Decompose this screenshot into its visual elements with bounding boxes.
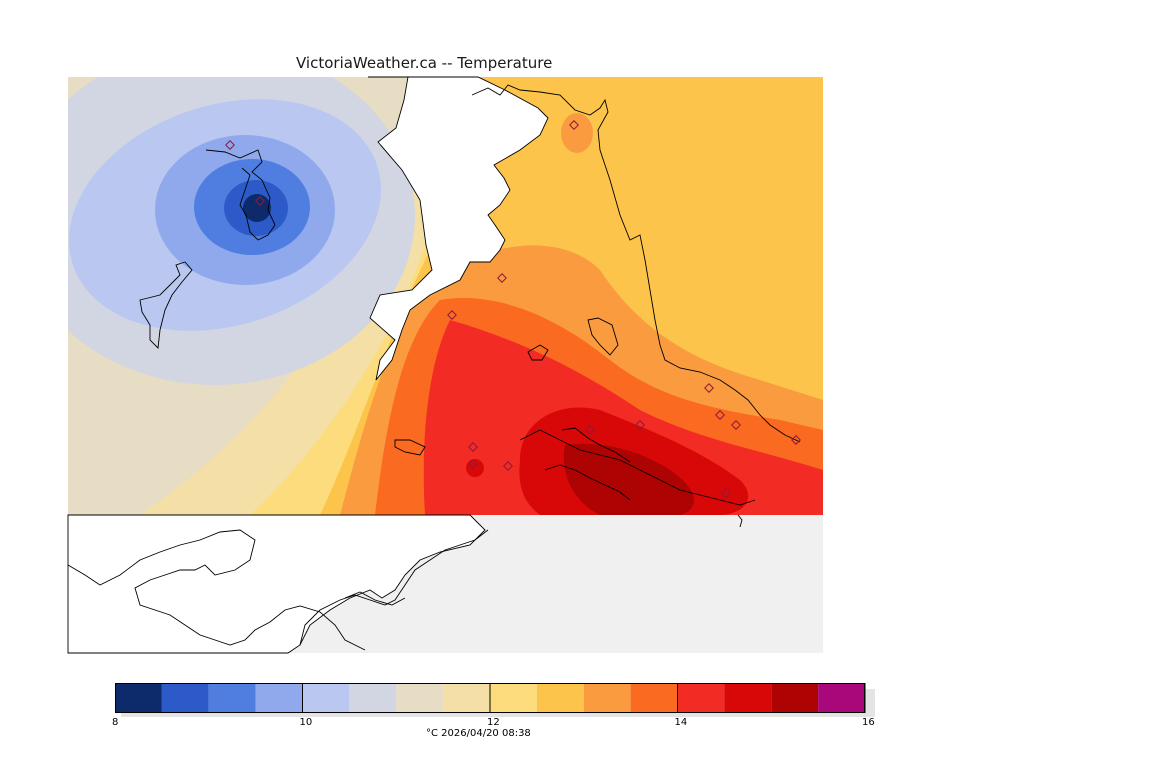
color-legend bbox=[115, 683, 875, 717]
map-title: VictoriaWeather.ca -- Temperature bbox=[296, 54, 553, 72]
legend-tick-label: 10 bbox=[299, 717, 313, 728]
station-markers bbox=[225, 120, 801, 498]
station-marker[interactable] bbox=[569, 120, 579, 130]
station-marker[interactable] bbox=[497, 273, 507, 283]
legend-swatch bbox=[208, 683, 256, 713]
station-marker[interactable] bbox=[715, 410, 725, 420]
legend-tick-label: 14 bbox=[674, 717, 688, 728]
legend-tick-label: 8 bbox=[112, 717, 119, 728]
legend-swatch bbox=[724, 683, 772, 713]
legend-swatch bbox=[349, 683, 397, 713]
station-marker[interactable] bbox=[255, 196, 265, 206]
station-marker[interactable] bbox=[721, 488, 731, 498]
station-marker[interactable] bbox=[791, 435, 801, 445]
legend-swatch bbox=[818, 683, 865, 713]
legend-swatch bbox=[677, 683, 725, 713]
station-marker[interactable] bbox=[503, 461, 513, 471]
legend-swatch bbox=[443, 683, 490, 713]
legend-swatch bbox=[396, 683, 444, 713]
station-marker[interactable] bbox=[704, 383, 714, 393]
legend-swatch bbox=[771, 683, 819, 713]
legend-swatch bbox=[302, 683, 350, 713]
legend-caption: °C 2026/04/20 08:38 bbox=[426, 728, 531, 739]
legend-swatch bbox=[255, 683, 303, 713]
station-marker[interactable] bbox=[731, 420, 741, 430]
legend-swatch bbox=[161, 683, 209, 713]
legend-swatch bbox=[490, 683, 537, 713]
legend-swatch bbox=[630, 683, 678, 713]
station-marker[interactable] bbox=[225, 140, 235, 150]
legend-swatch bbox=[115, 683, 162, 713]
water bbox=[67, 76, 549, 654]
legend-tick-label: 16 bbox=[862, 717, 875, 728]
station-marker[interactable] bbox=[447, 310, 457, 320]
coastline-north bbox=[139, 84, 801, 528]
legend-swatch bbox=[583, 683, 631, 713]
coastline-south bbox=[67, 529, 489, 651]
station-marker[interactable] bbox=[468, 459, 478, 469]
temperature-contours bbox=[68, 77, 823, 515]
legend-swatch bbox=[536, 683, 584, 713]
station-marker[interactable] bbox=[585, 425, 595, 435]
station-marker[interactable] bbox=[468, 442, 478, 452]
legend-tick-label: 12 bbox=[487, 717, 500, 728]
station-marker[interactable] bbox=[635, 420, 645, 430]
